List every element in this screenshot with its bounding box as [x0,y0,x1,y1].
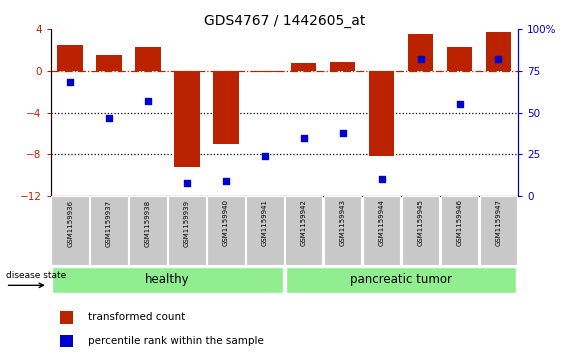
Bar [252,71,278,72]
FancyBboxPatch shape [207,196,244,265]
Text: disease state: disease state [6,271,66,280]
Point [338,130,347,135]
Text: GSM1159943: GSM1159943 [339,200,346,246]
FancyBboxPatch shape [363,196,400,265]
Bar [369,71,394,156]
Point [300,135,309,140]
FancyBboxPatch shape [286,267,516,293]
Text: GSM1159940: GSM1159940 [223,200,229,246]
FancyBboxPatch shape [441,196,478,265]
Text: GSM1159947: GSM1159947 [495,200,502,246]
Bar [408,34,434,71]
Text: GSM1159936: GSM1159936 [67,200,73,246]
FancyBboxPatch shape [246,196,284,265]
Point [494,56,503,62]
Bar [213,71,239,144]
Text: GSM1159937: GSM1159937 [106,200,112,246]
Point [260,153,269,159]
Bar [291,64,316,71]
FancyBboxPatch shape [129,196,167,265]
Text: GSM1159938: GSM1159938 [145,200,151,246]
Point [66,79,75,85]
Bar [447,47,472,71]
Text: transformed count: transformed count [88,313,185,322]
Bar [486,32,511,71]
FancyBboxPatch shape [480,196,517,265]
Bar [96,55,122,71]
Bar [57,45,83,71]
Point [182,180,191,185]
Bar [60,335,73,347]
Point [105,115,114,121]
Bar [175,71,200,167]
FancyBboxPatch shape [285,196,323,265]
Point [455,101,464,107]
Bar [60,311,73,323]
Text: percentile rank within the sample: percentile rank within the sample [88,336,264,346]
Text: GSM1159946: GSM1159946 [457,200,463,246]
FancyBboxPatch shape [51,196,89,265]
Text: GSM1159941: GSM1159941 [262,200,268,246]
Bar [330,62,355,71]
Point [144,98,153,104]
Point [377,176,386,182]
Text: GSM1159944: GSM1159944 [379,200,385,246]
Text: GSM1159942: GSM1159942 [301,200,307,246]
FancyBboxPatch shape [324,196,361,265]
FancyBboxPatch shape [52,267,283,293]
Title: GDS4767 / 1442605_at: GDS4767 / 1442605_at [204,14,365,28]
Point [416,56,425,62]
Text: healthy: healthy [145,273,190,286]
Text: pancreatic tumor: pancreatic tumor [350,273,452,286]
Text: GSM1159945: GSM1159945 [418,200,423,246]
FancyBboxPatch shape [168,196,205,265]
Text: GSM1159939: GSM1159939 [184,200,190,246]
FancyBboxPatch shape [402,196,439,265]
FancyBboxPatch shape [91,196,128,265]
Point [221,178,230,184]
Bar [135,47,160,71]
